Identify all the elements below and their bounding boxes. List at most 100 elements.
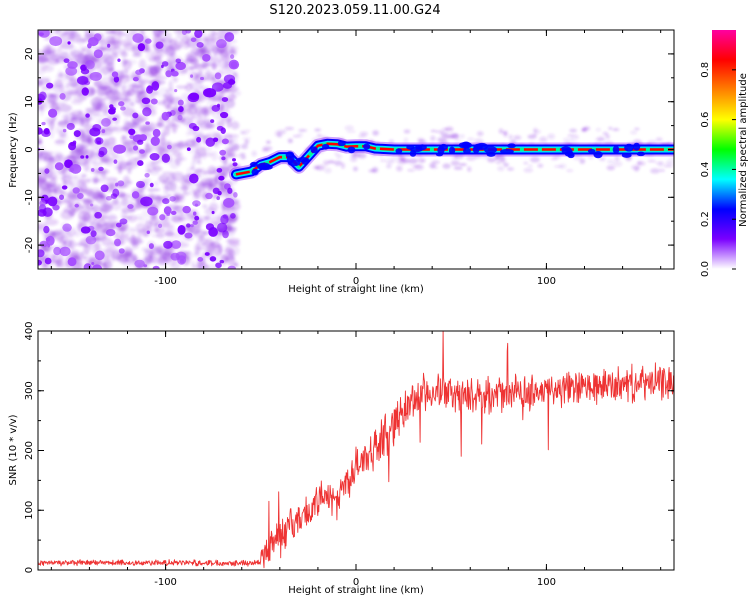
noise-blob [139,134,147,142]
noise-speckle [206,75,215,81]
noise-blob [53,246,62,256]
noise-speckle [44,116,56,126]
snr-series [38,331,674,569]
heatmap-x-tick-label: 100 [537,276,556,287]
noise-blob [132,145,139,151]
noise-blob [101,129,106,134]
halo-speckle [637,161,642,165]
noise-speckle [194,167,208,177]
halo-speckle [240,130,245,135]
heatmap-y-tick-label: 10 [24,95,35,108]
noise-speckle [153,34,167,43]
noise-speckle [68,77,79,88]
ridge-blob [258,164,273,171]
noise-speckle [72,265,82,269]
noise-blob [211,210,215,215]
noise-speckle [212,196,217,201]
halo-speckle [614,155,620,162]
halo-speckle [244,139,250,145]
noise-blob [93,49,103,59]
noise-speckle [168,80,174,91]
heatmap-noise-region [38,30,674,269]
noise-blob [69,163,82,174]
noise-blob [38,127,43,135]
noise-speckle [191,161,196,167]
noise-blob [77,192,84,200]
noise-speckle [92,113,107,118]
noise-speckle [184,139,197,147]
halo-speckle [498,128,504,134]
noise-speckle [96,101,103,111]
noise-blob [128,128,136,136]
halo-speckle [569,128,577,133]
noise-speckle [154,65,162,74]
noise-blob [190,74,194,78]
halo-speckle [277,129,287,134]
noise-blob [178,106,184,113]
noise-blob [72,187,80,194]
noise-blob [159,214,166,221]
halo-speckle [386,159,394,165]
noise-speckle [170,214,182,223]
noise-blob [210,119,215,123]
noise-blob [184,232,193,239]
noise-blob [177,99,184,106]
noise-speckle [169,143,182,153]
noise-speckle [99,194,106,201]
noise-blob [150,98,158,105]
noise-speckle [177,151,183,162]
halo-speckle [333,160,343,166]
halo-speckle [324,167,332,174]
noise-speckle [230,121,240,130]
halo-speckle [630,130,638,135]
noise-speckle [141,247,148,252]
noise-speckle [151,122,165,126]
colorbar-tick-label: 0.0 [700,261,711,277]
halo-speckle [430,129,437,133]
ridge-blob [593,150,603,159]
noise-speckle [75,86,85,96]
halo-speckle [336,154,343,159]
noise-speckle [195,119,206,126]
halo-speckle [358,135,367,138]
halo-speckle [528,164,533,168]
noise-speckle [38,55,50,64]
noise-speckle [114,96,124,102]
halo-speckle [554,165,564,168]
halo-speckle [402,141,409,145]
noise-blob [199,76,205,81]
noise-speckle [95,223,103,230]
noise-blob [115,182,119,187]
noise-speckle [55,30,68,38]
halo-speckle [287,138,293,144]
heatmap-x-tick-label: -100 [154,276,177,287]
halo-speckle [353,151,358,157]
halo-speckle [297,132,303,138]
halo-speckle [513,135,522,140]
noise-speckle [165,226,175,233]
noise-speckle [198,71,203,76]
noise-blob [233,192,238,198]
noise-speckle [76,38,86,45]
noise-speckle [114,231,120,240]
snr-x-tick-label: 100 [537,577,556,588]
noise-blob [152,128,161,138]
noise-blob [119,218,128,225]
noise-speckle [153,56,161,62]
noise-speckle [196,160,202,165]
colorbar: 0.0 0.2 0.4 0.6 0.8 Normalized spectral ampl… [700,30,749,277]
noise-blob [175,58,181,64]
ridge-blob [587,148,596,154]
ridge-blob [287,159,301,167]
noise-speckle [151,30,165,34]
noise-speckle [214,253,228,264]
noise-blob [101,117,111,127]
noise-speckle [218,103,225,112]
noise-blob [108,108,116,115]
noise-blob [80,226,91,234]
halo-speckle [606,165,615,171]
noise-blob [166,144,172,150]
halo-speckle [323,160,329,166]
noise-speckle [179,212,192,217]
